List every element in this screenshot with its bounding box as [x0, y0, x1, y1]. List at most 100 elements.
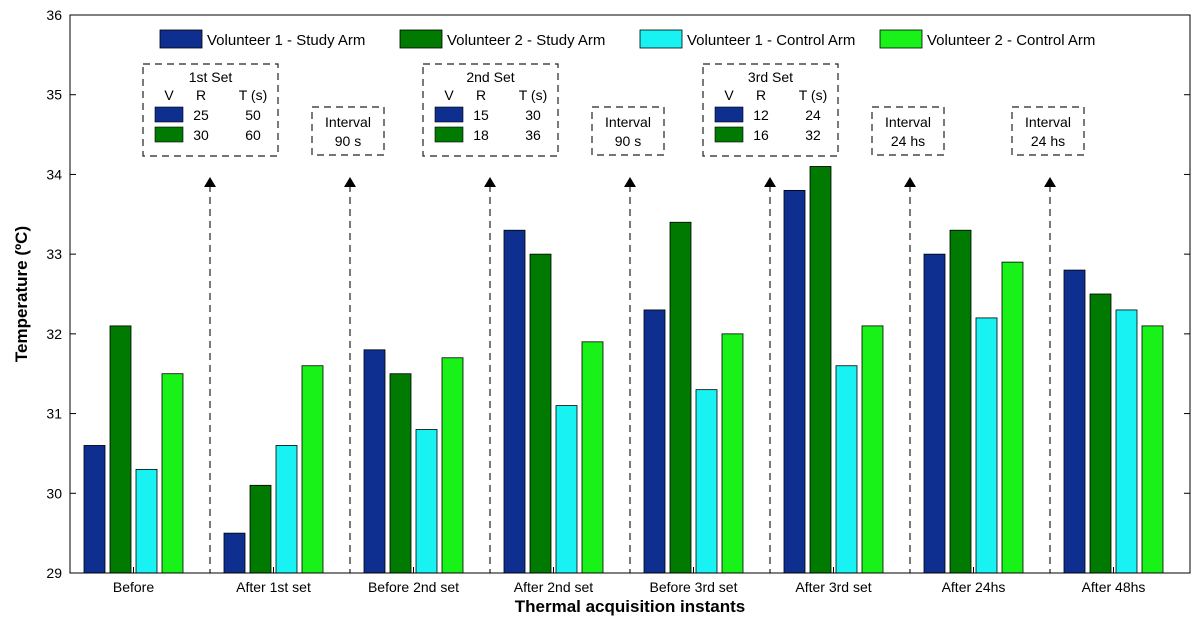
set-title: 3rd Set: [748, 69, 793, 85]
set-header: R: [196, 87, 206, 103]
x-tick-label: After 2nd set: [514, 579, 593, 595]
bar: [161, 373, 184, 574]
x-axis-ticks: Before After 1st set Before 2nd set After 2…: [113, 567, 1145, 595]
interval-duration: 24 hs: [891, 133, 925, 149]
bar: [275, 445, 298, 574]
interval-duration: 90 s: [335, 133, 361, 149]
set-header: V: [444, 87, 454, 103]
y-axis-ticks: 29 30 31 32 33 34 35 36: [46, 7, 1190, 581]
x-tick-label: After 1st set: [236, 579, 311, 595]
bar: [721, 333, 744, 574]
set-r-value: 12: [753, 107, 769, 123]
bar: [555, 405, 578, 574]
set-t-value: 60: [245, 127, 261, 143]
set-swatch: [434, 106, 464, 123]
interval-duration: 24 hs: [1031, 133, 1065, 149]
set-r-value: 15: [473, 107, 489, 123]
y-tick-label: 29: [46, 565, 62, 581]
bar: [783, 189, 806, 574]
bar: [223, 532, 246, 574]
interval-label: Interval: [1025, 114, 1071, 130]
set-title: 2nd Set: [466, 69, 514, 85]
bar: [249, 484, 272, 574]
bar: [363, 349, 386, 574]
x-tick-label: Before 3rd set: [650, 579, 738, 595]
set-swatch: [714, 106, 744, 123]
y-tick-label: 33: [46, 246, 62, 262]
bar: [301, 365, 324, 574]
set-header: T (s): [519, 87, 548, 103]
bar: [1089, 293, 1112, 574]
bar: [135, 468, 158, 574]
y-tick-label: 34: [46, 166, 62, 182]
x-axis-title: Thermal acquisition instants: [515, 597, 746, 616]
interval-label: Interval: [325, 114, 371, 130]
bar: [1115, 309, 1138, 574]
y-axis-title: Temperature (ºC): [12, 226, 31, 362]
legend: Volunteer 1 - Study Arm Volunteer 2 - Stu…: [152, 26, 1127, 52]
interval-box: Interval 24 hs: [1011, 106, 1085, 156]
set-t-value: 36: [525, 127, 541, 143]
legend-entry: Volunteer 2 - Study Arm: [447, 32, 605, 49]
bar: [503, 229, 526, 574]
legend-swatch: [639, 29, 683, 49]
interval-label: Interval: [605, 114, 651, 130]
y-tick-label: 35: [46, 87, 62, 103]
set-info-box: 2nd Set V R T (s) 15 30 18 36: [422, 63, 559, 157]
legend-entry: Volunteer 1 - Study Arm: [207, 32, 365, 49]
arrow-head-icon: [764, 177, 776, 187]
set-r-value: 25: [193, 107, 209, 123]
interval-box-border: [591, 106, 665, 156]
arrow-head-icon: [204, 177, 216, 187]
bar: [441, 357, 464, 574]
set-t-value: 32: [805, 127, 821, 143]
interval-box-border: [311, 106, 385, 156]
bar: [975, 317, 998, 574]
set-info-box: 3rd Set V R T (s) 12 24 16 32: [702, 63, 839, 157]
bar: [861, 325, 884, 574]
set-header: V: [164, 87, 174, 103]
x-tick-label: After 24hs: [942, 579, 1006, 595]
bar: [1063, 269, 1086, 574]
set-header: V: [724, 87, 734, 103]
bar: [415, 429, 438, 574]
y-tick-label: 31: [46, 406, 62, 422]
interval-box-border: [1011, 106, 1085, 156]
legend-box: [152, 26, 1127, 52]
set-swatch: [434, 126, 464, 143]
x-tick-label: Before 2nd set: [368, 579, 459, 595]
bar: [581, 341, 604, 574]
set-swatch: [714, 126, 744, 143]
set-r-value: 30: [193, 127, 209, 143]
x-tick-label: After 3rd set: [795, 579, 871, 595]
interval-duration: 90 s: [615, 133, 641, 149]
legend-swatch: [399, 29, 443, 49]
set-info-box: 1st Set V R T (s) 25 50 30 60: [142, 63, 279, 157]
arrow-head-icon: [1044, 177, 1056, 187]
bar: [529, 253, 552, 574]
set-swatch: [154, 126, 184, 143]
bar: [389, 373, 412, 574]
set-r-value: 18: [473, 127, 489, 143]
set-header: T (s): [239, 87, 268, 103]
arrow-head-icon: [344, 177, 356, 187]
bar: [109, 325, 132, 574]
interval-box: Interval 24 hs: [871, 106, 945, 156]
bars-layer: [83, 166, 1164, 574]
bar: [923, 253, 946, 574]
interval-box: Interval 90 s: [311, 106, 385, 156]
bar: [669, 221, 692, 574]
arrow-head-icon: [624, 177, 636, 187]
bar: [809, 166, 832, 574]
legend-swatch: [879, 29, 923, 49]
bar: [835, 365, 858, 574]
set-swatch: [154, 106, 184, 123]
set-t-value: 24: [805, 107, 821, 123]
set-t-value: 30: [525, 107, 541, 123]
bar: [643, 309, 666, 574]
arrow-head-icon: [904, 177, 916, 187]
bar: [1001, 261, 1024, 574]
y-tick-label: 30: [46, 485, 62, 501]
y-tick-label: 32: [46, 326, 62, 342]
